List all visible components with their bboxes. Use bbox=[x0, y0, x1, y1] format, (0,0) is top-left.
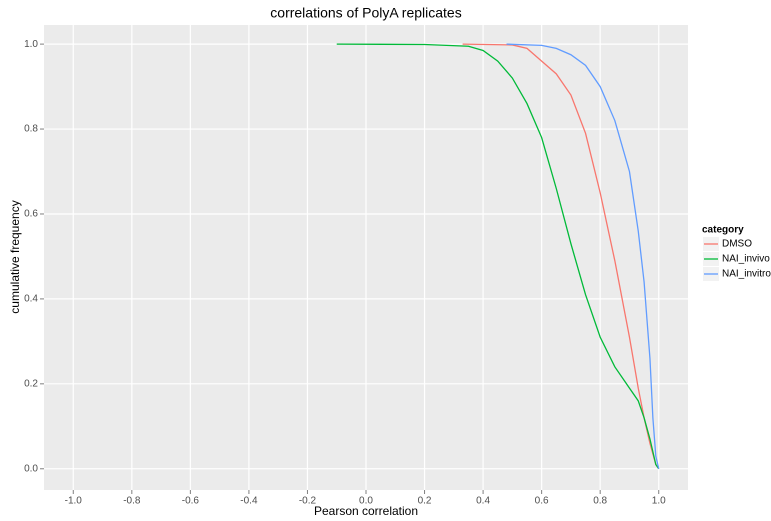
legend-label: NAI_invivo bbox=[722, 254, 770, 265]
y-tick-label: 0.6 bbox=[24, 209, 38, 220]
x-tick-label: 1.0 bbox=[652, 496, 666, 507]
y-axis-title: cumulative frequency bbox=[8, 200, 22, 313]
line bbox=[506, 43, 660, 469]
legend-label: NAI_invitro bbox=[722, 269, 771, 280]
x-tick-label: 0.4 bbox=[476, 496, 490, 507]
x-tick-label: -0.6 bbox=[182, 496, 200, 507]
legend-label: DMSO bbox=[722, 239, 752, 250]
line bbox=[462, 43, 660, 470]
y-tick-label: 1.0 bbox=[24, 39, 38, 50]
x-tick-label: -0.2 bbox=[299, 496, 317, 507]
y-tick-label: 0.8 bbox=[24, 124, 38, 135]
y-tick-label: 0.4 bbox=[24, 294, 38, 305]
x-tick-label: -1.0 bbox=[65, 496, 83, 507]
x-tick-label: 0.8 bbox=[593, 496, 607, 507]
x-axis-title: Pearson correlation bbox=[314, 504, 418, 518]
legend-title: category bbox=[702, 225, 744, 236]
line bbox=[336, 43, 660, 470]
y-tick-label: 0.2 bbox=[24, 378, 38, 389]
x-tick-label: 0.0 bbox=[359, 496, 373, 507]
y-tick-label: 0.0 bbox=[24, 463, 38, 474]
x-tick-label: 0.6 bbox=[535, 496, 549, 507]
chart-title: correlations of PolyA replicates bbox=[270, 5, 461, 21]
x-tick-label: -0.4 bbox=[240, 496, 258, 507]
x-tick-label: -0.8 bbox=[123, 496, 141, 507]
x-tick-label: 0.2 bbox=[418, 496, 432, 507]
